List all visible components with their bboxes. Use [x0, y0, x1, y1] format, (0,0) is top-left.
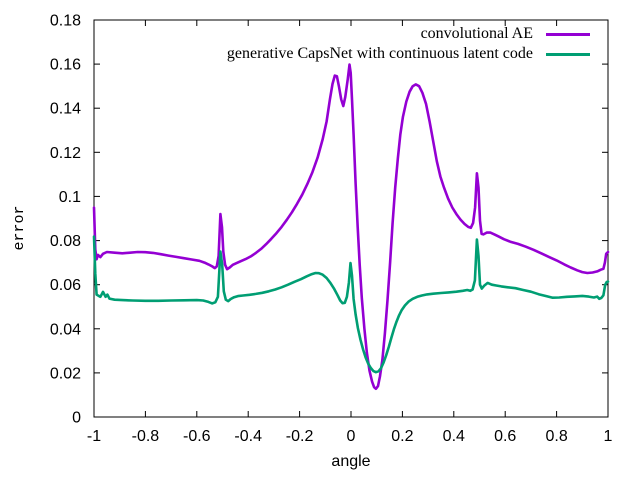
- x-tick-label: -0.8: [132, 428, 160, 445]
- y-tick-label: 0.18: [50, 13, 81, 30]
- y-tick-label: 0.06: [50, 277, 81, 294]
- y-tick-label: 0: [72, 410, 81, 427]
- y-axis-title: error: [11, 205, 28, 251]
- x-tick-label: 0.8: [545, 428, 567, 445]
- series-line-0: [92, 63, 610, 391]
- x-tick-label: -0.6: [183, 428, 211, 445]
- legend-line-sample-capsnet: [546, 52, 590, 56]
- x-tick-label: -0.2: [286, 428, 314, 445]
- legend-line-sample-convolutional-ae: [546, 32, 590, 36]
- y-tick-label: 0.12: [50, 145, 81, 162]
- y-tick-label: 0.14: [50, 101, 81, 118]
- legend: convolutional AE generative CapsNet with…: [227, 24, 590, 64]
- x-tick-label: -0.4: [234, 428, 262, 445]
- y-tick-label: 0.08: [50, 233, 81, 250]
- x-tick-label: -1: [87, 428, 101, 445]
- legend-item-convolutional-ae: convolutional AE: [227, 24, 590, 44]
- x-tick-label: 0.6: [494, 428, 516, 445]
- legend-label-capsnet: generative CapsNet with continuous laten…: [226, 45, 533, 62]
- legend-label-convolutional-ae: convolutional AE: [420, 25, 533, 42]
- series-line-1: [92, 235, 610, 374]
- x-axis-title: angle: [331, 453, 371, 470]
- legend-item-capsnet: generative CapsNet with continuous laten…: [227, 44, 590, 64]
- y-tick-label: 0.1: [59, 189, 81, 206]
- x-tick-label: 0: [347, 428, 356, 445]
- x-tick-label: 0.2: [391, 428, 413, 445]
- y-tick-label: 0.04: [50, 321, 81, 338]
- x-tick-label: 0.4: [443, 428, 465, 445]
- x-tick-label: 1: [604, 428, 613, 445]
- y-tick-label: 0.02: [50, 365, 81, 382]
- y-tick-label: 0.16: [50, 57, 81, 74]
